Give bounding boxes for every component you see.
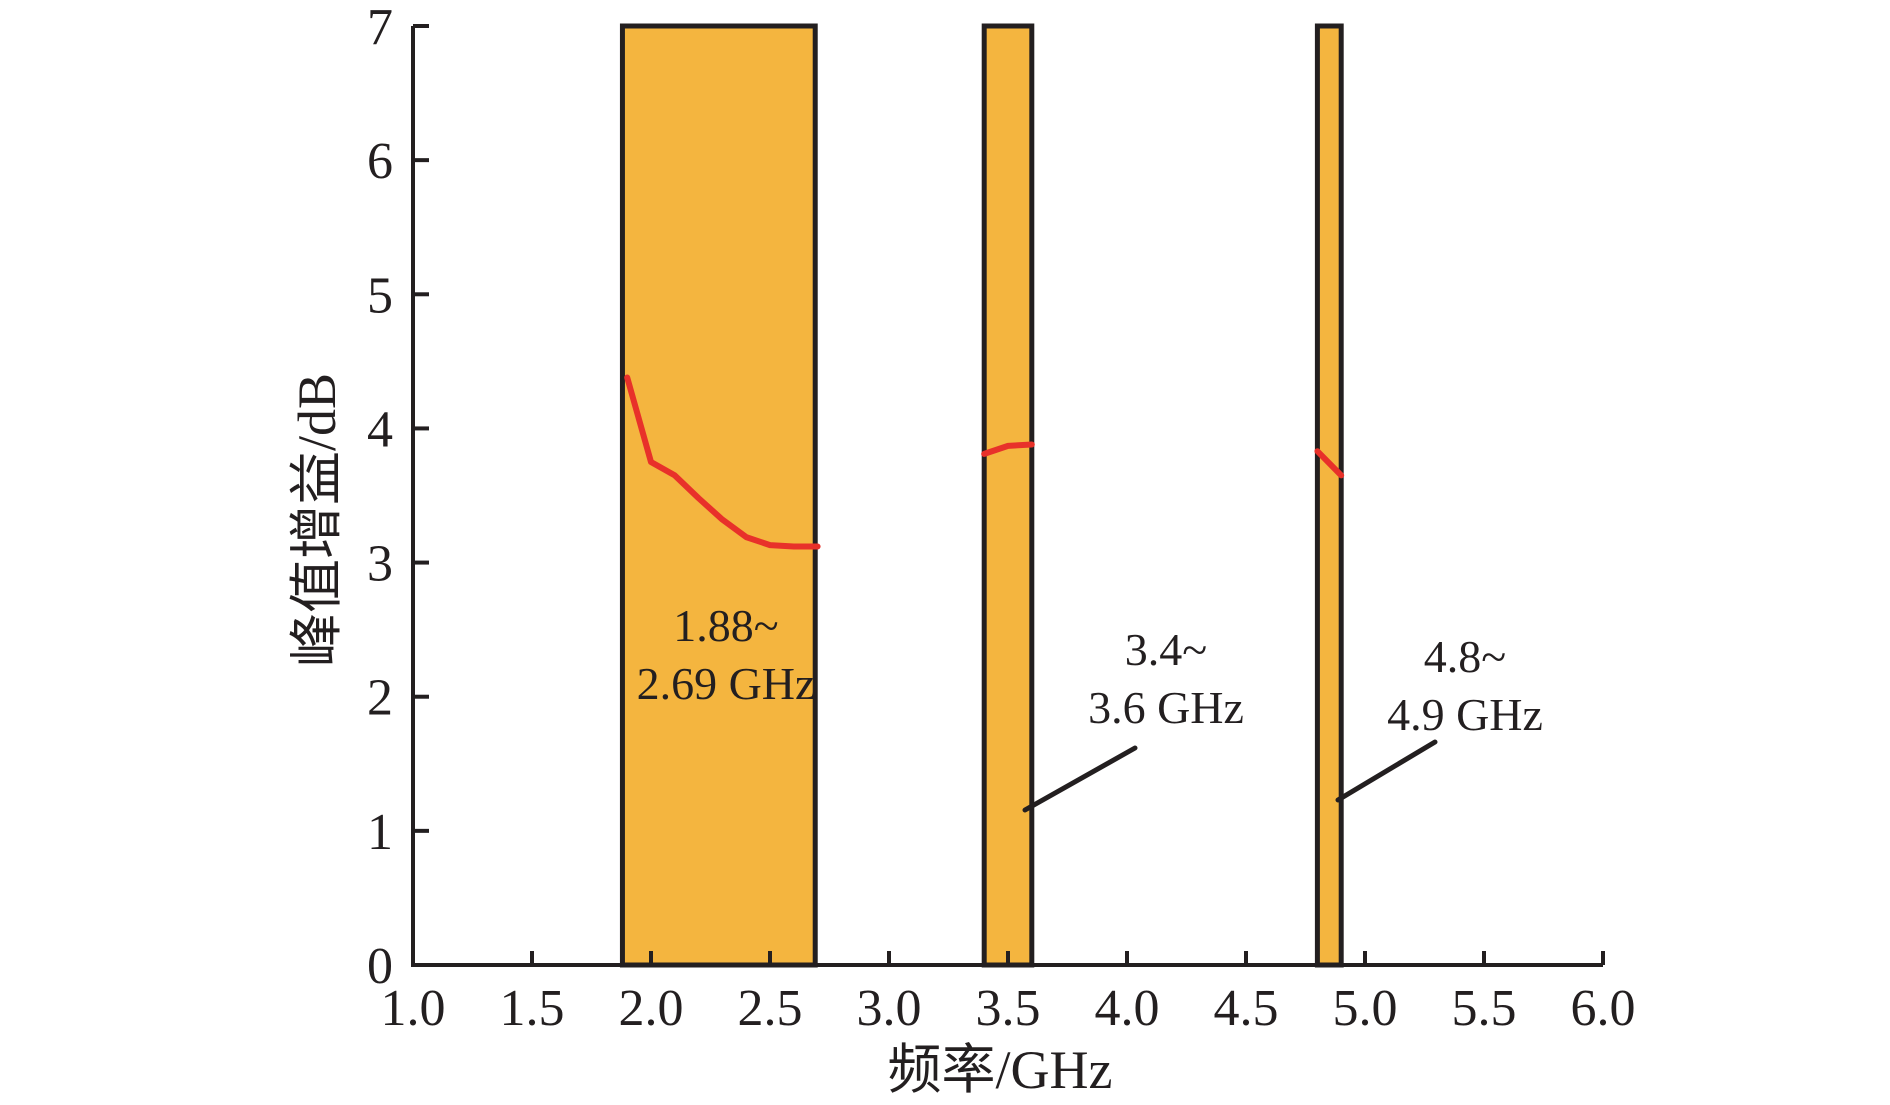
band-leader-line [1335,739,1438,803]
x-tick-label: 5.0 [1333,980,1398,1037]
gain-curve-3 [1314,448,1345,479]
band-label-line1: 1.88~ [673,600,778,651]
band-rect-3 [1314,23,1344,968]
y-axis-title: 峰值增益/dB [287,373,347,667]
band-label-line1: 3.4~ [1125,624,1207,675]
y-tick-label: 2 [367,670,393,727]
frequency-bands [619,23,1344,968]
gain-curves [624,374,1345,550]
x-tick-label: 1.5 [500,980,565,1037]
x-tick-label: 6.0 [1571,980,1636,1037]
x-tick-label: 5.5 [1452,980,1517,1037]
y-tick-label: 5 [367,267,393,324]
x-tick-label: 4.0 [1095,980,1160,1037]
band-label-line2: 3.6 GHz [1088,682,1244,733]
x-tick-label: 1.0 [381,980,446,1037]
gain-curve-2 [981,441,1035,457]
band-rect-1 [619,23,818,968]
x-tick-label: 3.5 [976,980,1041,1037]
x-tick-label: 2.5 [738,980,803,1037]
y-tick-label: 0 [367,938,393,995]
x-tick-label: 3.0 [857,980,922,1037]
x-tick-label: 4.5 [1214,980,1279,1037]
band-rect-2 [981,23,1035,968]
band-label-line1: 4.8~ [1424,631,1506,682]
axes [411,24,1605,967]
band-label-line2: 2.69 GHz [637,658,816,709]
x-tick-label: 2.0 [619,980,684,1037]
y-tick-label: 6 [367,133,393,190]
y-tick-label: 7 [367,0,393,56]
y-tick-label: 1 [367,804,393,861]
gain-curve-1 [624,374,821,550]
tick-labels: 1.0 1.5 2.0 2.5 3.0 3.5 4.0 4.5 5.0 5.5 6.0 0 1 2 3 4 5 6… [367,0,1636,1037]
x-axis-title: 频率/GHz [888,1040,1113,1100]
band-label-line2: 4.9 GHz [1387,689,1543,740]
y-tick-label: 3 [367,536,393,593]
band-labels: 1.88~ 2.69 GHz 3.4~ 3.6 GHz 4.8~ 4.9 GHz [637,600,1543,813]
y-tick-label: 4 [367,401,393,458]
band-leader-line [1022,745,1138,813]
